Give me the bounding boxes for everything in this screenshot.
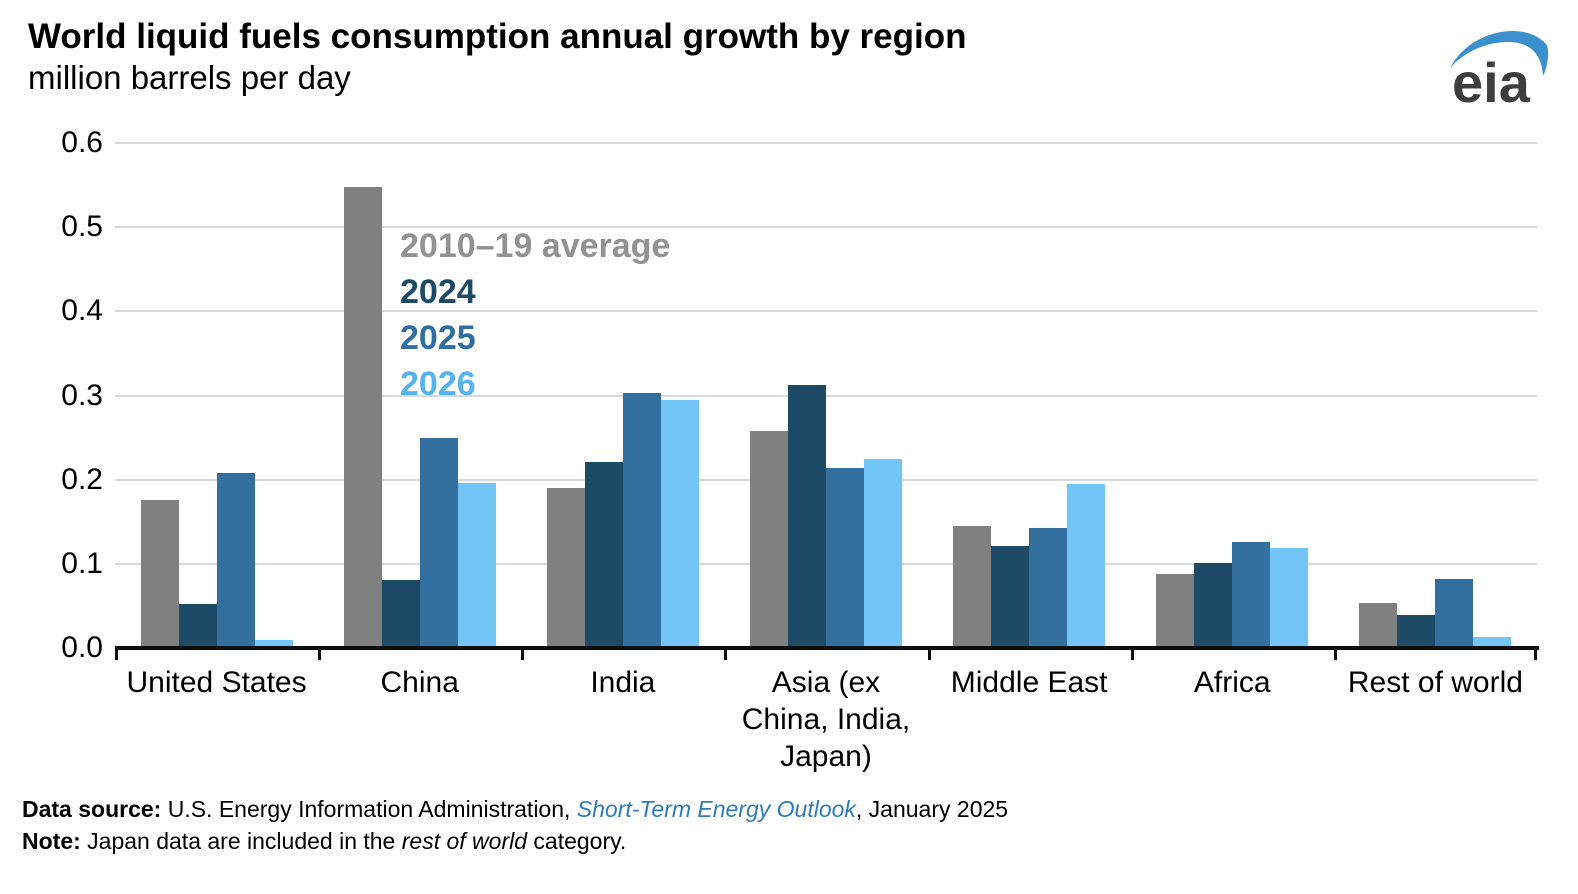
bar-2026 bbox=[863, 458, 902, 648]
y-tick-label: 0.6 bbox=[61, 126, 103, 159]
x-axis-label: Africa bbox=[1193, 666, 1271, 699]
legend: 2010–19 average 2024 2025 2026 bbox=[400, 223, 670, 407]
x-tick bbox=[115, 646, 118, 660]
legend-item: 2024 bbox=[400, 273, 476, 311]
bar-2026 bbox=[457, 483, 496, 648]
note-pre: Japan data are included in the bbox=[87, 828, 402, 854]
legend-item: 2025 bbox=[400, 319, 476, 357]
bar-2010-19-average bbox=[1359, 602, 1398, 648]
bar-2025 bbox=[1232, 541, 1271, 648]
bar-2024 bbox=[787, 385, 826, 648]
eia-logo: eia bbox=[1450, 31, 1549, 110]
gridline bbox=[115, 310, 1537, 313]
chart-title: World liquid fuels consumption annual gr… bbox=[28, 17, 967, 56]
bar-2024 bbox=[178, 604, 217, 648]
x-tick bbox=[927, 646, 931, 660]
note-label: Note: bbox=[22, 828, 88, 854]
legend-item: 2010–19 average bbox=[400, 227, 671, 265]
bar-group-7 bbox=[1334, 143, 1537, 648]
y-tick-label: 0.2 bbox=[61, 462, 103, 496]
data-source-suffix: , January 2025 bbox=[855, 796, 1009, 822]
bar-2026 bbox=[1067, 483, 1106, 648]
x-tick bbox=[1534, 646, 1537, 660]
x-axis-label: Rest of world bbox=[1347, 666, 1523, 699]
x-tick bbox=[1333, 646, 1337, 660]
x-tick bbox=[318, 646, 322, 660]
bar-2025 bbox=[1029, 527, 1068, 648]
note-italic: rest of world bbox=[401, 828, 528, 854]
bar-group-2 bbox=[318, 143, 521, 648]
plot-area: 2010–19 average 2024 2025 2026 bbox=[115, 142, 1537, 648]
footer-note-line: Note: Japan data are included in the res… bbox=[22, 826, 626, 856]
y-tick-label: 0.5 bbox=[61, 210, 103, 244]
bar-2010-19-average bbox=[140, 499, 179, 648]
bar-2025 bbox=[216, 472, 255, 648]
y-tick-label: 0.1 bbox=[61, 546, 103, 580]
y-tick-label: 0.4 bbox=[61, 294, 103, 328]
note-post: category. bbox=[527, 828, 627, 854]
x-axis-label: United States bbox=[126, 666, 307, 699]
bar-2024 bbox=[991, 546, 1030, 648]
chart-header: World liquid fuels consumption annual gr… bbox=[28, 16, 967, 98]
eia-logo-text: eia bbox=[1452, 51, 1531, 110]
x-tick bbox=[521, 646, 525, 660]
bar-2024 bbox=[1397, 615, 1436, 648]
data-source-label: Data source: bbox=[22, 796, 168, 822]
bar-group-5 bbox=[928, 143, 1131, 648]
bar-2010-19-average bbox=[343, 186, 382, 648]
y-tick-label: 0.0 bbox=[61, 631, 103, 664]
y-tick-label: 0.3 bbox=[61, 378, 103, 412]
x-tick bbox=[724, 646, 728, 660]
bar-2026 bbox=[1270, 547, 1309, 648]
bar-2010-19-average bbox=[749, 430, 788, 648]
bar-group-6 bbox=[1131, 143, 1334, 648]
eia-logo-swoosh-icon bbox=[1450, 31, 1549, 76]
bar-2010-19-average bbox=[953, 525, 992, 648]
gridline bbox=[115, 142, 1537, 144]
data-source-text: U.S. Energy Information Administration, bbox=[167, 796, 577, 822]
bar-2025 bbox=[825, 467, 864, 648]
bar-2025 bbox=[622, 392, 661, 648]
bar-2026 bbox=[660, 399, 699, 648]
x-axis-label: Asia (ex China, India, Japan) bbox=[741, 666, 911, 773]
steo-link[interactable]: Short-Term Energy Outlook bbox=[576, 796, 856, 822]
legend-item: 2026 bbox=[400, 365, 476, 403]
bar-2010-19-average bbox=[1156, 573, 1195, 648]
bar-group-1 bbox=[115, 143, 318, 648]
x-axis-label: India bbox=[590, 666, 656, 699]
x-tick bbox=[1130, 646, 1134, 660]
bar-group-4 bbox=[724, 143, 927, 648]
bar-2010-19-average bbox=[546, 488, 585, 648]
bar-2024 bbox=[584, 462, 623, 648]
x-axis-label: China bbox=[380, 666, 459, 699]
bar-2025 bbox=[1435, 578, 1474, 648]
bar-2026 bbox=[1473, 637, 1512, 648]
bar-2026 bbox=[254, 640, 293, 648]
bar-group-3 bbox=[521, 143, 724, 648]
x-axis-label: Middle East bbox=[950, 666, 1108, 699]
gridline bbox=[115, 226, 1537, 229]
bar-2024 bbox=[381, 579, 420, 648]
chart-subtitle: million barrels per day bbox=[28, 59, 351, 96]
footer-source-line: Data source: U.S. Energy Information Adm… bbox=[22, 794, 1008, 824]
x-axis-line bbox=[115, 646, 1539, 650]
bar-2025 bbox=[419, 438, 458, 648]
gridline bbox=[115, 394, 1537, 397]
bar-2024 bbox=[1194, 563, 1233, 648]
